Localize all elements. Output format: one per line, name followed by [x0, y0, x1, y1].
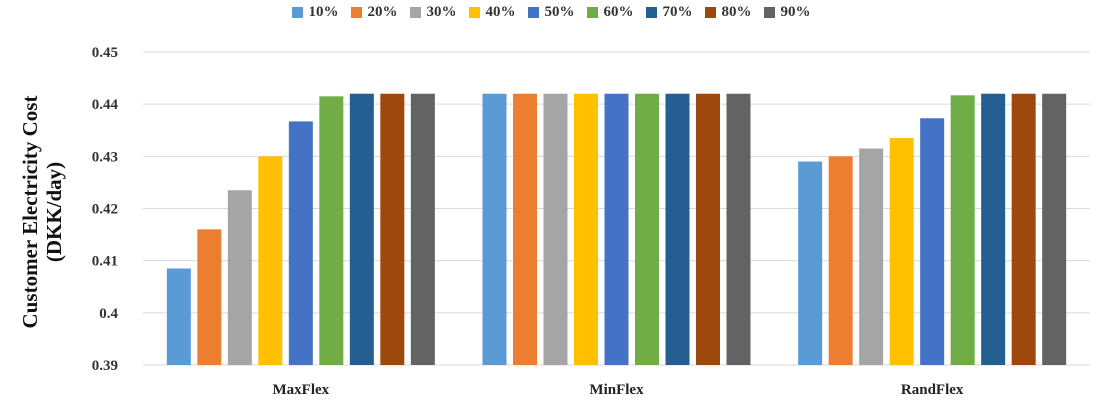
- bar: [1042, 93, 1067, 365]
- legend-swatch: [409, 6, 421, 18]
- bar: [513, 93, 537, 365]
- chart-legend: 10% 20% 30% 40% 50% 60% 70% 80% 90%: [0, 2, 1102, 22]
- bar: [665, 93, 690, 365]
- bar: [197, 229, 222, 365]
- bar: [981, 93, 1006, 365]
- bar: [1011, 93, 1036, 365]
- x-category-label: MaxFlex: [273, 382, 330, 398]
- bar: [920, 118, 945, 365]
- bar: [574, 93, 598, 365]
- legend-item: 70%: [645, 3, 693, 21]
- legend-label: 80%: [721, 3, 752, 20]
- bar: [288, 121, 313, 365]
- bar: [319, 96, 344, 365]
- bar: [410, 93, 435, 365]
- y-tick-label: 0.45: [92, 45, 118, 61]
- bar: [696, 93, 720, 365]
- bar: [726, 93, 751, 365]
- legend-label: 50%: [544, 3, 575, 20]
- legend-label: 90%: [780, 3, 811, 20]
- legend-label: 20%: [367, 3, 398, 20]
- legend-item: 20%: [350, 3, 398, 21]
- bar: [889, 138, 914, 365]
- bar: [828, 156, 853, 365]
- bar: [798, 161, 823, 365]
- legend-item: 30%: [409, 3, 457, 21]
- y-tick-label: 0.43: [92, 149, 118, 165]
- legend-label: 70%: [662, 3, 693, 20]
- y-tick-label: 0.44: [92, 97, 119, 113]
- legend-swatch: [291, 6, 303, 18]
- legend-item: 10%: [291, 3, 339, 21]
- legend-swatch: [586, 6, 598, 18]
- x-category-label: RandFlex: [901, 382, 964, 398]
- legend-swatch: [645, 6, 657, 18]
- legend-item: 40%: [468, 3, 516, 21]
- bar: [380, 93, 405, 365]
- legend-item: 90%: [763, 3, 811, 21]
- legend-item: 50%: [527, 3, 575, 21]
- legend-swatch: [350, 6, 362, 18]
- bar: [349, 93, 374, 365]
- legend-label: 40%: [485, 3, 516, 20]
- y-tick-label: 0.42: [92, 202, 118, 218]
- bar: [635, 93, 659, 365]
- legend-swatch: [704, 6, 716, 18]
- legend-label: 10%: [308, 3, 339, 20]
- bar: [258, 156, 283, 365]
- bar: [166, 268, 191, 365]
- legend-item: 80%: [704, 3, 752, 21]
- legend-swatch: [763, 6, 775, 18]
- y-tick-label: 0.41: [92, 254, 118, 270]
- legend-swatch: [527, 6, 539, 18]
- x-category-label: MinFlex: [589, 382, 644, 398]
- bar: [543, 93, 568, 365]
- y-tick-label: 0.4: [99, 306, 118, 322]
- bar: [859, 148, 884, 365]
- legend-swatch: [468, 6, 480, 18]
- bar: [950, 95, 975, 365]
- legend-label: 30%: [426, 3, 457, 20]
- bar: [227, 190, 252, 365]
- bar: [482, 93, 507, 365]
- legend-label: 60%: [603, 3, 634, 20]
- bar: [604, 93, 629, 365]
- y-tick-label: 0.39: [92, 358, 118, 374]
- legend-item: 60%: [586, 3, 634, 21]
